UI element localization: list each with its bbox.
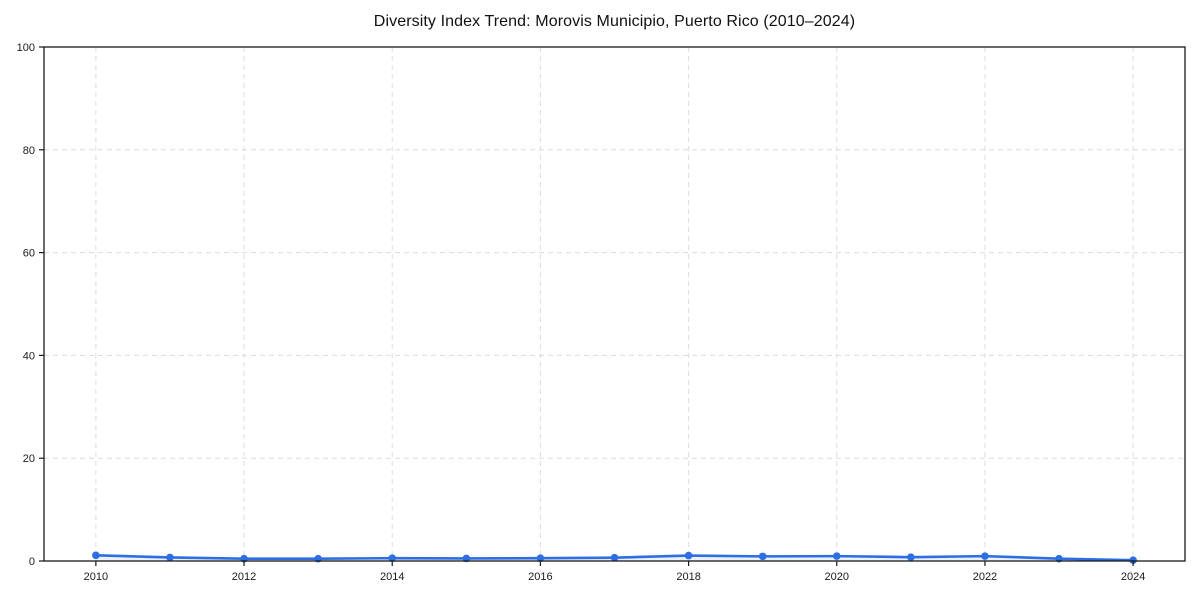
data-point <box>1129 556 1137 565</box>
data-point <box>684 551 693 560</box>
x-tick-label: 2012 <box>232 571 256 583</box>
axes-box <box>43 46 1186 562</box>
data-point <box>536 554 545 562</box>
x-tick-label: 2010 <box>84 571 108 583</box>
data-point <box>610 553 619 562</box>
gridlines <box>44 46 1185 561</box>
y-tick-label: 100 <box>17 42 35 54</box>
x-tick-label: 2016 <box>528 571 552 583</box>
y-tick-label: 60 <box>23 248 35 260</box>
y-tick-label: 40 <box>23 350 35 362</box>
data-point <box>907 553 915 561</box>
y-tick-label: 20 <box>23 453 35 465</box>
x-tick-label: 2014 <box>380 571 404 583</box>
y-tick-label: 80 <box>23 145 35 157</box>
data-point <box>166 553 174 562</box>
x-tick-label: 2024 <box>1121 571 1145 583</box>
y-tick-label: 0 <box>29 556 35 568</box>
data-point <box>462 554 471 563</box>
axis-ticks: 2010 2012 2014 2016 2018 2020 2022 2024 0 20 40 60 8… <box>17 42 1146 583</box>
data-point <box>981 552 989 560</box>
data-point <box>758 552 767 561</box>
x-tick-label: 2022 <box>973 571 997 583</box>
data-point <box>388 554 397 562</box>
x-tick-label: 2018 <box>676 571 700 583</box>
x-tick-label: 2020 <box>825 571 849 583</box>
data-point <box>832 552 841 560</box>
chart-title: Diversity Index Trend: Morovis Municipio… <box>373 13 856 30</box>
data-point <box>92 551 100 560</box>
